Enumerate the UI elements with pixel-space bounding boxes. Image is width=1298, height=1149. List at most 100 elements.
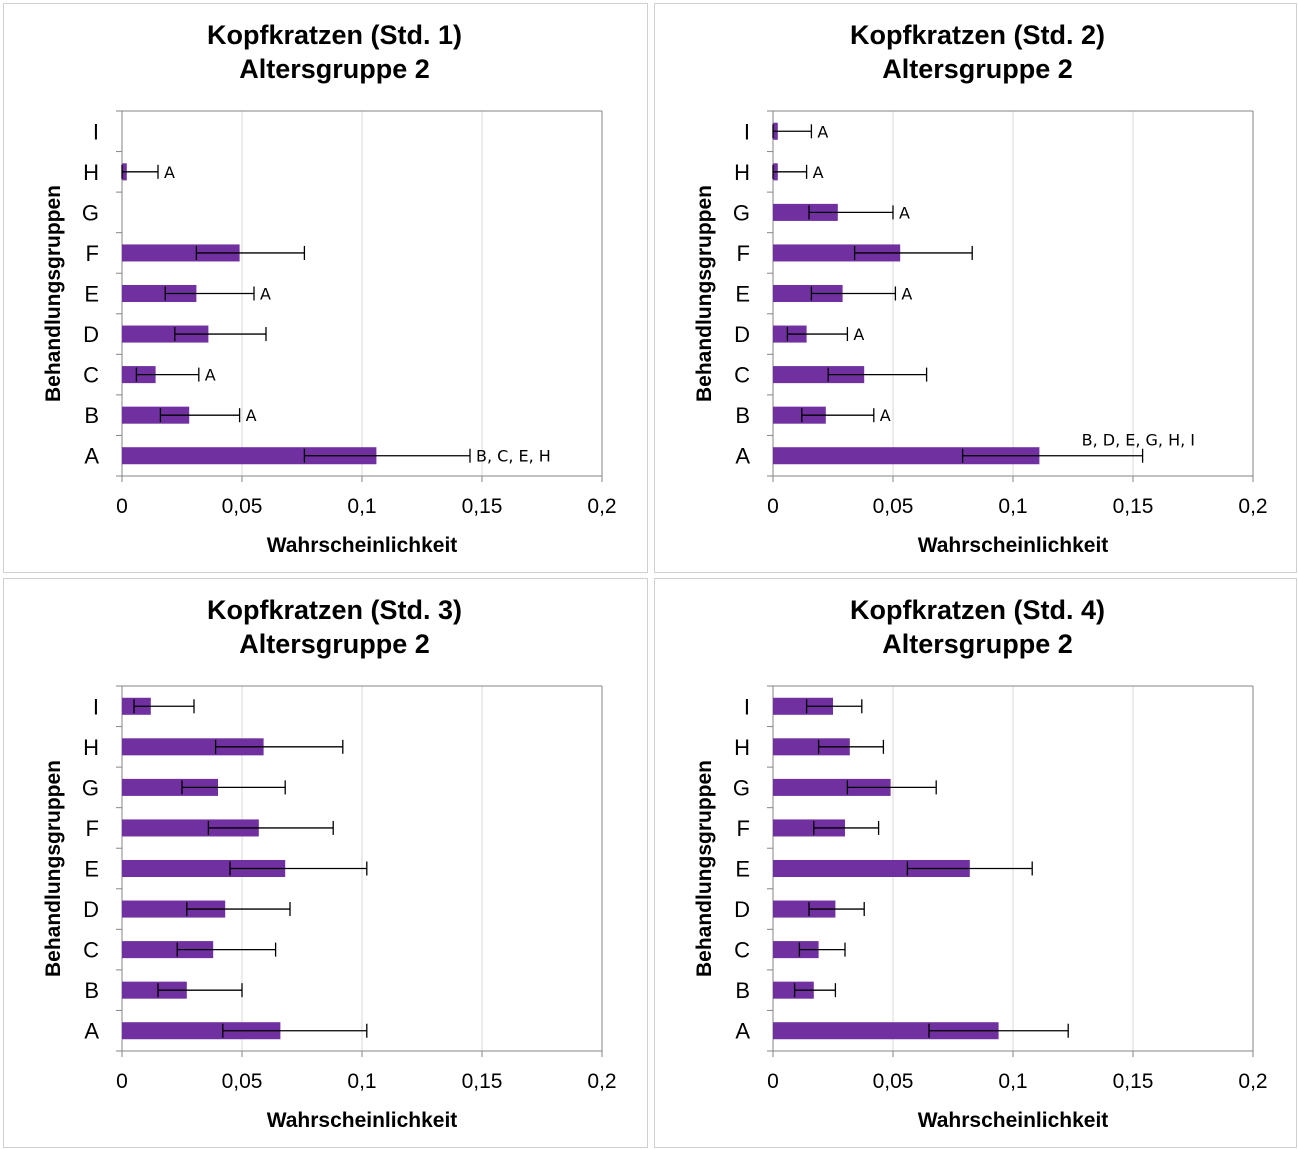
bar <box>773 900 836 918</box>
category-label: E <box>84 282 99 307</box>
bar <box>773 1022 999 1040</box>
x-tick-label: 0,2 <box>1238 495 1267 518</box>
category-label: H <box>83 735 99 760</box>
x-tick-label: 0,1 <box>347 495 376 518</box>
chart-panel-4: Kopfkratzen (Std. 4) Altersgruppe 2 0 0,05 0… <box>654 578 1297 1148</box>
x-axis-title: Wahrscheinlichkeit <box>918 1109 1109 1132</box>
x-tick-label: 0 <box>116 495 128 518</box>
x-tick-label: 0 <box>116 1070 128 1093</box>
bar <box>773 406 826 424</box>
category-label: A <box>735 444 750 469</box>
chart-svg: Kopfkratzen (Std. 2) Altersgruppe 2 0 0,05 0… <box>693 20 1268 557</box>
bar <box>122 447 377 465</box>
chart-svg: Kopfkratzen (Std. 1) Altersgruppe 2 0 0,05 0… <box>42 20 617 557</box>
significance-label: A <box>880 406 891 425</box>
x-tick-label: 0,15 <box>462 495 503 518</box>
bar <box>773 284 843 303</box>
bar <box>773 447 1040 465</box>
bar <box>122 859 286 878</box>
category-label: A <box>84 1019 99 1044</box>
chart-subtitle: Altersgruppe 2 <box>239 54 430 84</box>
bar <box>773 697 833 715</box>
significance-label: B, D, E, G, H, I <box>1082 431 1195 450</box>
bar <box>773 203 838 221</box>
category-label: F <box>86 816 99 841</box>
category-label: D <box>83 322 99 347</box>
category-label: G <box>82 775 99 800</box>
x-tick-label: 0,2 <box>587 495 616 518</box>
bar <box>122 941 214 959</box>
significance-label: B, C, E, H <box>476 447 551 466</box>
x-tick-label: 0,1 <box>998 1070 1027 1093</box>
bar <box>122 325 209 343</box>
x-axis-title: Wahrscheinlichkeit <box>267 1109 458 1132</box>
y-axis-title: Behandlungsgruppen <box>42 185 65 402</box>
x-axis-title: Wahrscheinlichkeit <box>267 534 458 557</box>
category-label: A <box>84 444 99 469</box>
category-label: H <box>83 160 99 185</box>
significance-label: A <box>901 285 912 304</box>
y-axis-title: Behandlungsgruppen <box>693 760 716 977</box>
significance-label: A <box>260 285 271 304</box>
x-tick-label: 0,05 <box>873 495 914 518</box>
category-label: A <box>735 1019 750 1044</box>
category-label: H <box>734 735 750 760</box>
bar <box>122 900 226 918</box>
category-label: C <box>734 363 750 388</box>
bar <box>122 738 264 756</box>
chart-subtitle: Altersgruppe 2 <box>882 54 1073 84</box>
bar <box>773 981 814 999</box>
chart-svg: Kopfkratzen (Std. 3) Altersgruppe 2 0 0,05 0… <box>42 595 617 1132</box>
significance-label: A <box>813 163 824 182</box>
bar <box>773 738 850 756</box>
category-label: I <box>93 119 99 144</box>
significance-label: A <box>205 366 216 385</box>
significance-label: A <box>817 122 828 141</box>
category-label: E <box>735 857 750 882</box>
chart-panel-2: Kopfkratzen (Std. 2) Altersgruppe 2 0 0,05 0… <box>654 3 1297 573</box>
bar <box>773 819 845 837</box>
category-label: E <box>84 857 99 882</box>
significance-label: A <box>899 203 910 222</box>
category-label: I <box>744 694 750 719</box>
y-axis-title: Behandlungsgruppen <box>693 185 716 402</box>
chart-subtitle: Altersgruppe 2 <box>882 629 1073 659</box>
bar <box>122 819 259 837</box>
bar <box>773 366 865 384</box>
category-label: G <box>733 200 750 225</box>
category-label: B <box>84 978 99 1003</box>
category-label: I <box>744 119 750 144</box>
category-label: F <box>86 241 99 266</box>
significance-label: A <box>853 325 864 344</box>
category-label: B <box>84 403 99 428</box>
category-label: D <box>734 897 750 922</box>
bar <box>122 778 218 796</box>
x-tick-label: 0,15 <box>1113 495 1154 518</box>
x-tick-label: 0,2 <box>587 1070 616 1093</box>
category-label: F <box>737 816 750 841</box>
chart-panel-1: Kopfkratzen (Std. 1) Altersgruppe 2 0 0,05 0… <box>3 3 648 573</box>
bar <box>122 284 197 303</box>
category-label: B <box>735 403 750 428</box>
category-label: E <box>735 282 750 307</box>
significance-label: A <box>164 163 175 182</box>
chart-title: Kopfkratzen (Std. 4) <box>850 595 1105 625</box>
significance-label: A <box>246 406 257 425</box>
x-tick-label: 0,05 <box>222 495 263 518</box>
category-label: I <box>93 694 99 719</box>
x-tick-label: 0,05 <box>222 1070 263 1093</box>
category-label: H <box>734 160 750 185</box>
x-tick-label: 0,2 <box>1238 1070 1267 1093</box>
bar <box>122 406 190 424</box>
x-tick-label: 0 <box>767 1070 779 1093</box>
category-label: G <box>82 200 99 225</box>
bar <box>773 244 901 262</box>
x-tick-label: 0,15 <box>1113 1070 1154 1093</box>
bar <box>122 981 187 999</box>
chart-panel-3: Kopfkratzen (Std. 3) Altersgruppe 2 0 0,05 0… <box>3 578 648 1148</box>
x-tick-label: 0 <box>767 495 779 518</box>
x-tick-label: 0,1 <box>998 495 1027 518</box>
bar <box>122 1022 281 1040</box>
category-label: C <box>83 938 99 963</box>
x-tick-label: 0,05 <box>873 1070 914 1093</box>
